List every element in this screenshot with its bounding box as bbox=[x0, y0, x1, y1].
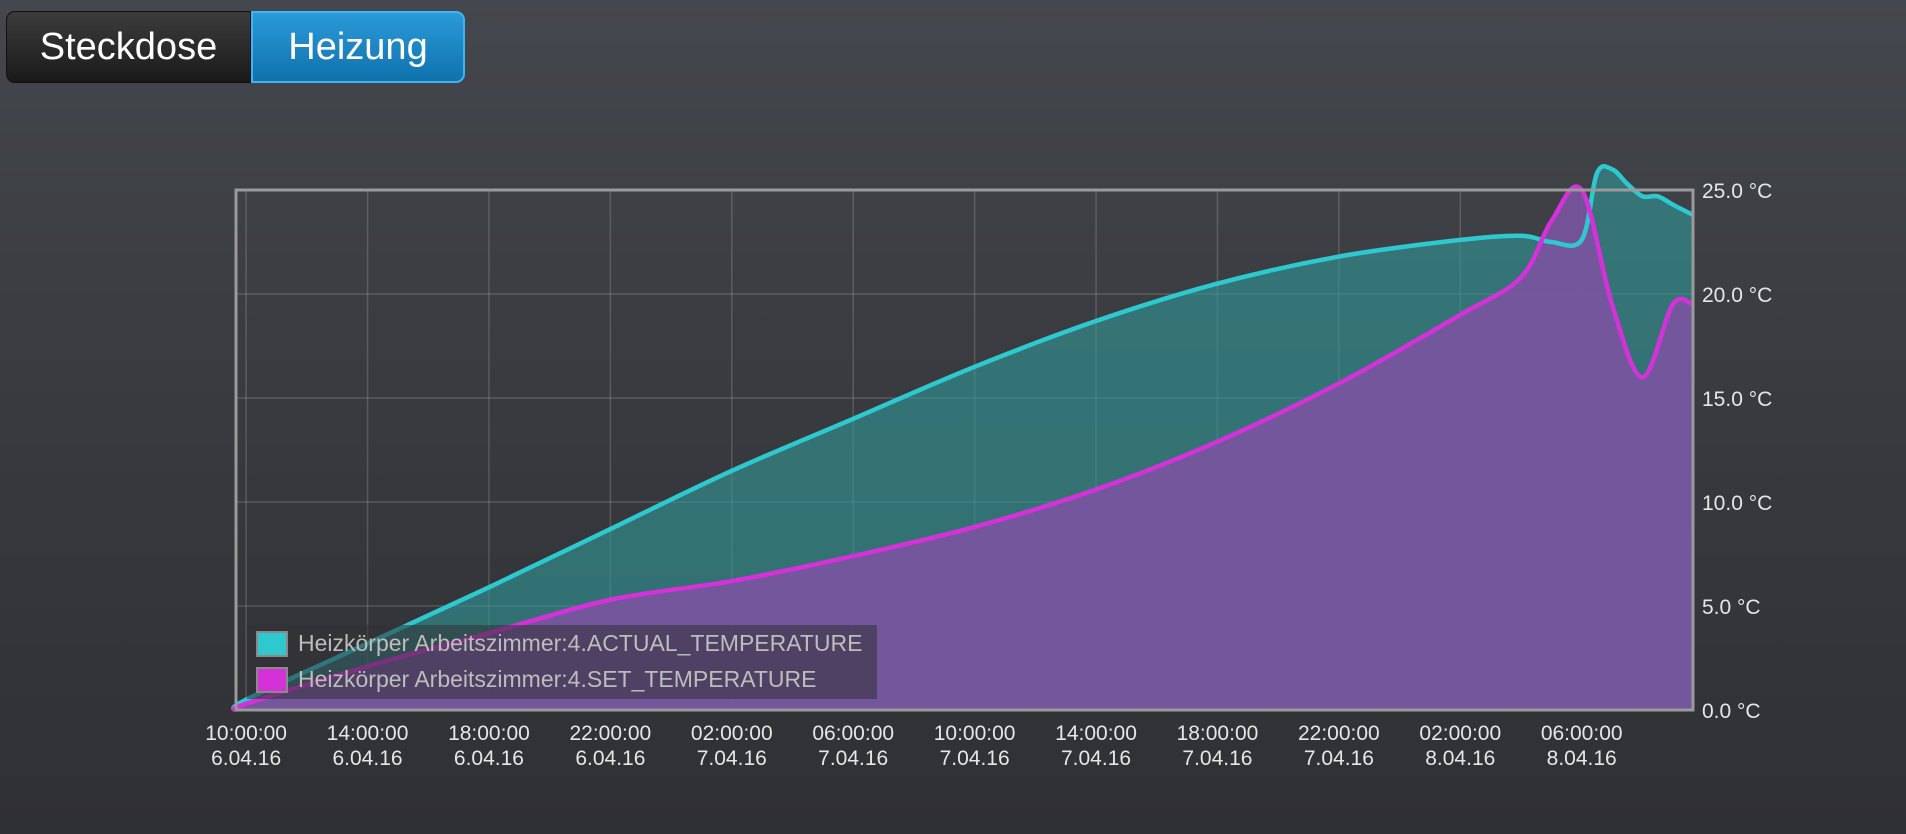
x-tick-date: 6.04.16 bbox=[575, 747, 645, 770]
x-tick-time: 22:00:00 bbox=[569, 722, 651, 745]
y-tick-label: 10.0 °C bbox=[1702, 492, 1772, 515]
series-line-0 bbox=[231, 163, 1695, 713]
x-tick-time: 06:00:00 bbox=[1541, 722, 1623, 745]
legend-label-set: Heizkörper Arbeitszimmer:4.SET_TEMPERATU… bbox=[298, 666, 816, 692]
x-tick-time: 14:00:00 bbox=[327, 722, 409, 745]
x-tick-date: 7.04.16 bbox=[1182, 747, 1252, 770]
x-tick-date: 8.04.16 bbox=[1547, 747, 1617, 770]
y-tick-label: 25.0 °C bbox=[1702, 180, 1772, 203]
y-axis-ticks: 0.0 °C 5.0 °C 10.0 °C 15.0 °C 20.0 °C 25.0 °C bbox=[1702, 180, 1772, 723]
y-tick-label: 15.0 °C bbox=[1702, 388, 1772, 411]
x-tick-date: 7.04.16 bbox=[818, 747, 888, 770]
x-tick-date: 6.04.16 bbox=[332, 747, 402, 770]
x-tick-date: 7.04.16 bbox=[940, 747, 1010, 770]
x-tick-date: 7.04.16 bbox=[1304, 747, 1374, 770]
series-area-1 bbox=[233, 186, 1693, 710]
x-tick-time: 22:00:00 bbox=[1298, 722, 1380, 745]
chart-areas bbox=[233, 166, 1693, 711]
legend-swatch-set bbox=[256, 667, 288, 693]
y-tick-label: 0.0 °C bbox=[1702, 700, 1761, 723]
x-tick-time: 18:00:00 bbox=[1177, 722, 1259, 745]
chart-legend[interactable]: Heizkörper Arbeitszimmer:4.ACTUAL_TEMPER… bbox=[247, 625, 877, 699]
x-axis-ticks: 10:00:006.04.1614:00:006.04.1618:00:006.… bbox=[205, 722, 1622, 770]
y-tick-label: 5.0 °C bbox=[1702, 596, 1761, 619]
x-tick-date: 6.04.16 bbox=[454, 747, 524, 770]
tab-bar: Steckdose Heizung bbox=[6, 11, 465, 83]
x-tick-time: 18:00:00 bbox=[448, 722, 530, 745]
x-tick-time: 10:00:00 bbox=[205, 722, 287, 745]
tab-steckdose[interactable]: Steckdose bbox=[6, 11, 251, 83]
legend-background bbox=[247, 625, 877, 699]
y-tick-label: 20.0 °C bbox=[1702, 284, 1772, 307]
legend-swatch-actual bbox=[256, 631, 288, 657]
legend-label-actual: Heizkörper Arbeitszimmer:4.ACTUAL_TEMPER… bbox=[298, 630, 862, 656]
x-tick-date: 8.04.16 bbox=[1425, 747, 1495, 770]
x-tick-time: 06:00:00 bbox=[812, 722, 894, 745]
x-tick-time: 02:00:00 bbox=[1419, 722, 1501, 745]
x-tick-date: 7.04.16 bbox=[697, 747, 767, 770]
x-tick-date: 7.04.16 bbox=[1061, 747, 1131, 770]
x-tick-date: 6.04.16 bbox=[211, 747, 281, 770]
x-tick-time: 14:00:00 bbox=[1055, 722, 1137, 745]
x-tick-time: 02:00:00 bbox=[691, 722, 773, 745]
tab-heizung[interactable]: Heizung bbox=[251, 11, 465, 83]
x-tick-time: 10:00:00 bbox=[934, 722, 1016, 745]
plot-frame bbox=[234, 188, 1695, 712]
